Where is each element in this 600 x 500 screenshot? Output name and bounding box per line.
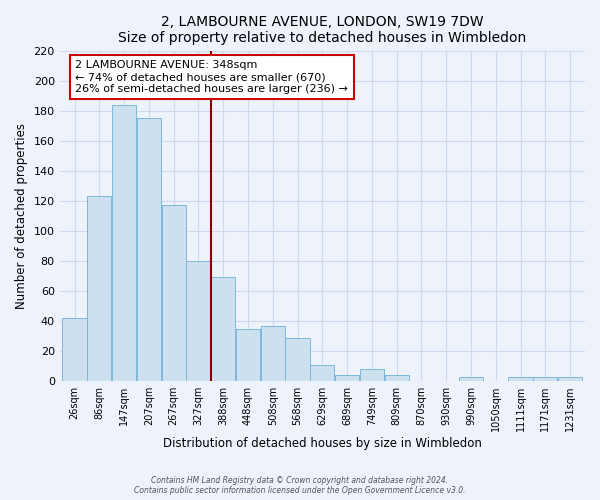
Bar [186, 261, 211, 381]
Bar [459, 376, 483, 381]
Bar [558, 376, 582, 381]
Bar [211, 278, 235, 381]
Bar [533, 376, 557, 381]
Bar [385, 375, 409, 381]
Title: 2, LAMBOURNE AVENUE, LONDON, SW19 7DW
Size of property relative to detached hous: 2, LAMBOURNE AVENUE, LONDON, SW19 7DW Si… [118, 15, 526, 45]
Bar [335, 375, 359, 381]
Bar [360, 369, 384, 381]
Text: 2 LAMBOURNE AVENUE: 348sqm
← 74% of detached houses are smaller (670)
26% of sem: 2 LAMBOURNE AVENUE: 348sqm ← 74% of deta… [76, 60, 349, 94]
Bar [137, 118, 161, 381]
Bar [62, 318, 86, 381]
Bar [310, 364, 334, 381]
Bar [508, 376, 533, 381]
Text: Contains HM Land Registry data © Crown copyright and database right 2024.
Contai: Contains HM Land Registry data © Crown c… [134, 476, 466, 495]
Y-axis label: Number of detached properties: Number of detached properties [15, 123, 28, 309]
Bar [286, 338, 310, 381]
Bar [112, 104, 136, 381]
X-axis label: Distribution of detached houses by size in Wimbledon: Distribution of detached houses by size … [163, 437, 482, 450]
Bar [260, 326, 285, 381]
Bar [236, 328, 260, 381]
Bar [87, 196, 112, 381]
Bar [161, 206, 186, 381]
